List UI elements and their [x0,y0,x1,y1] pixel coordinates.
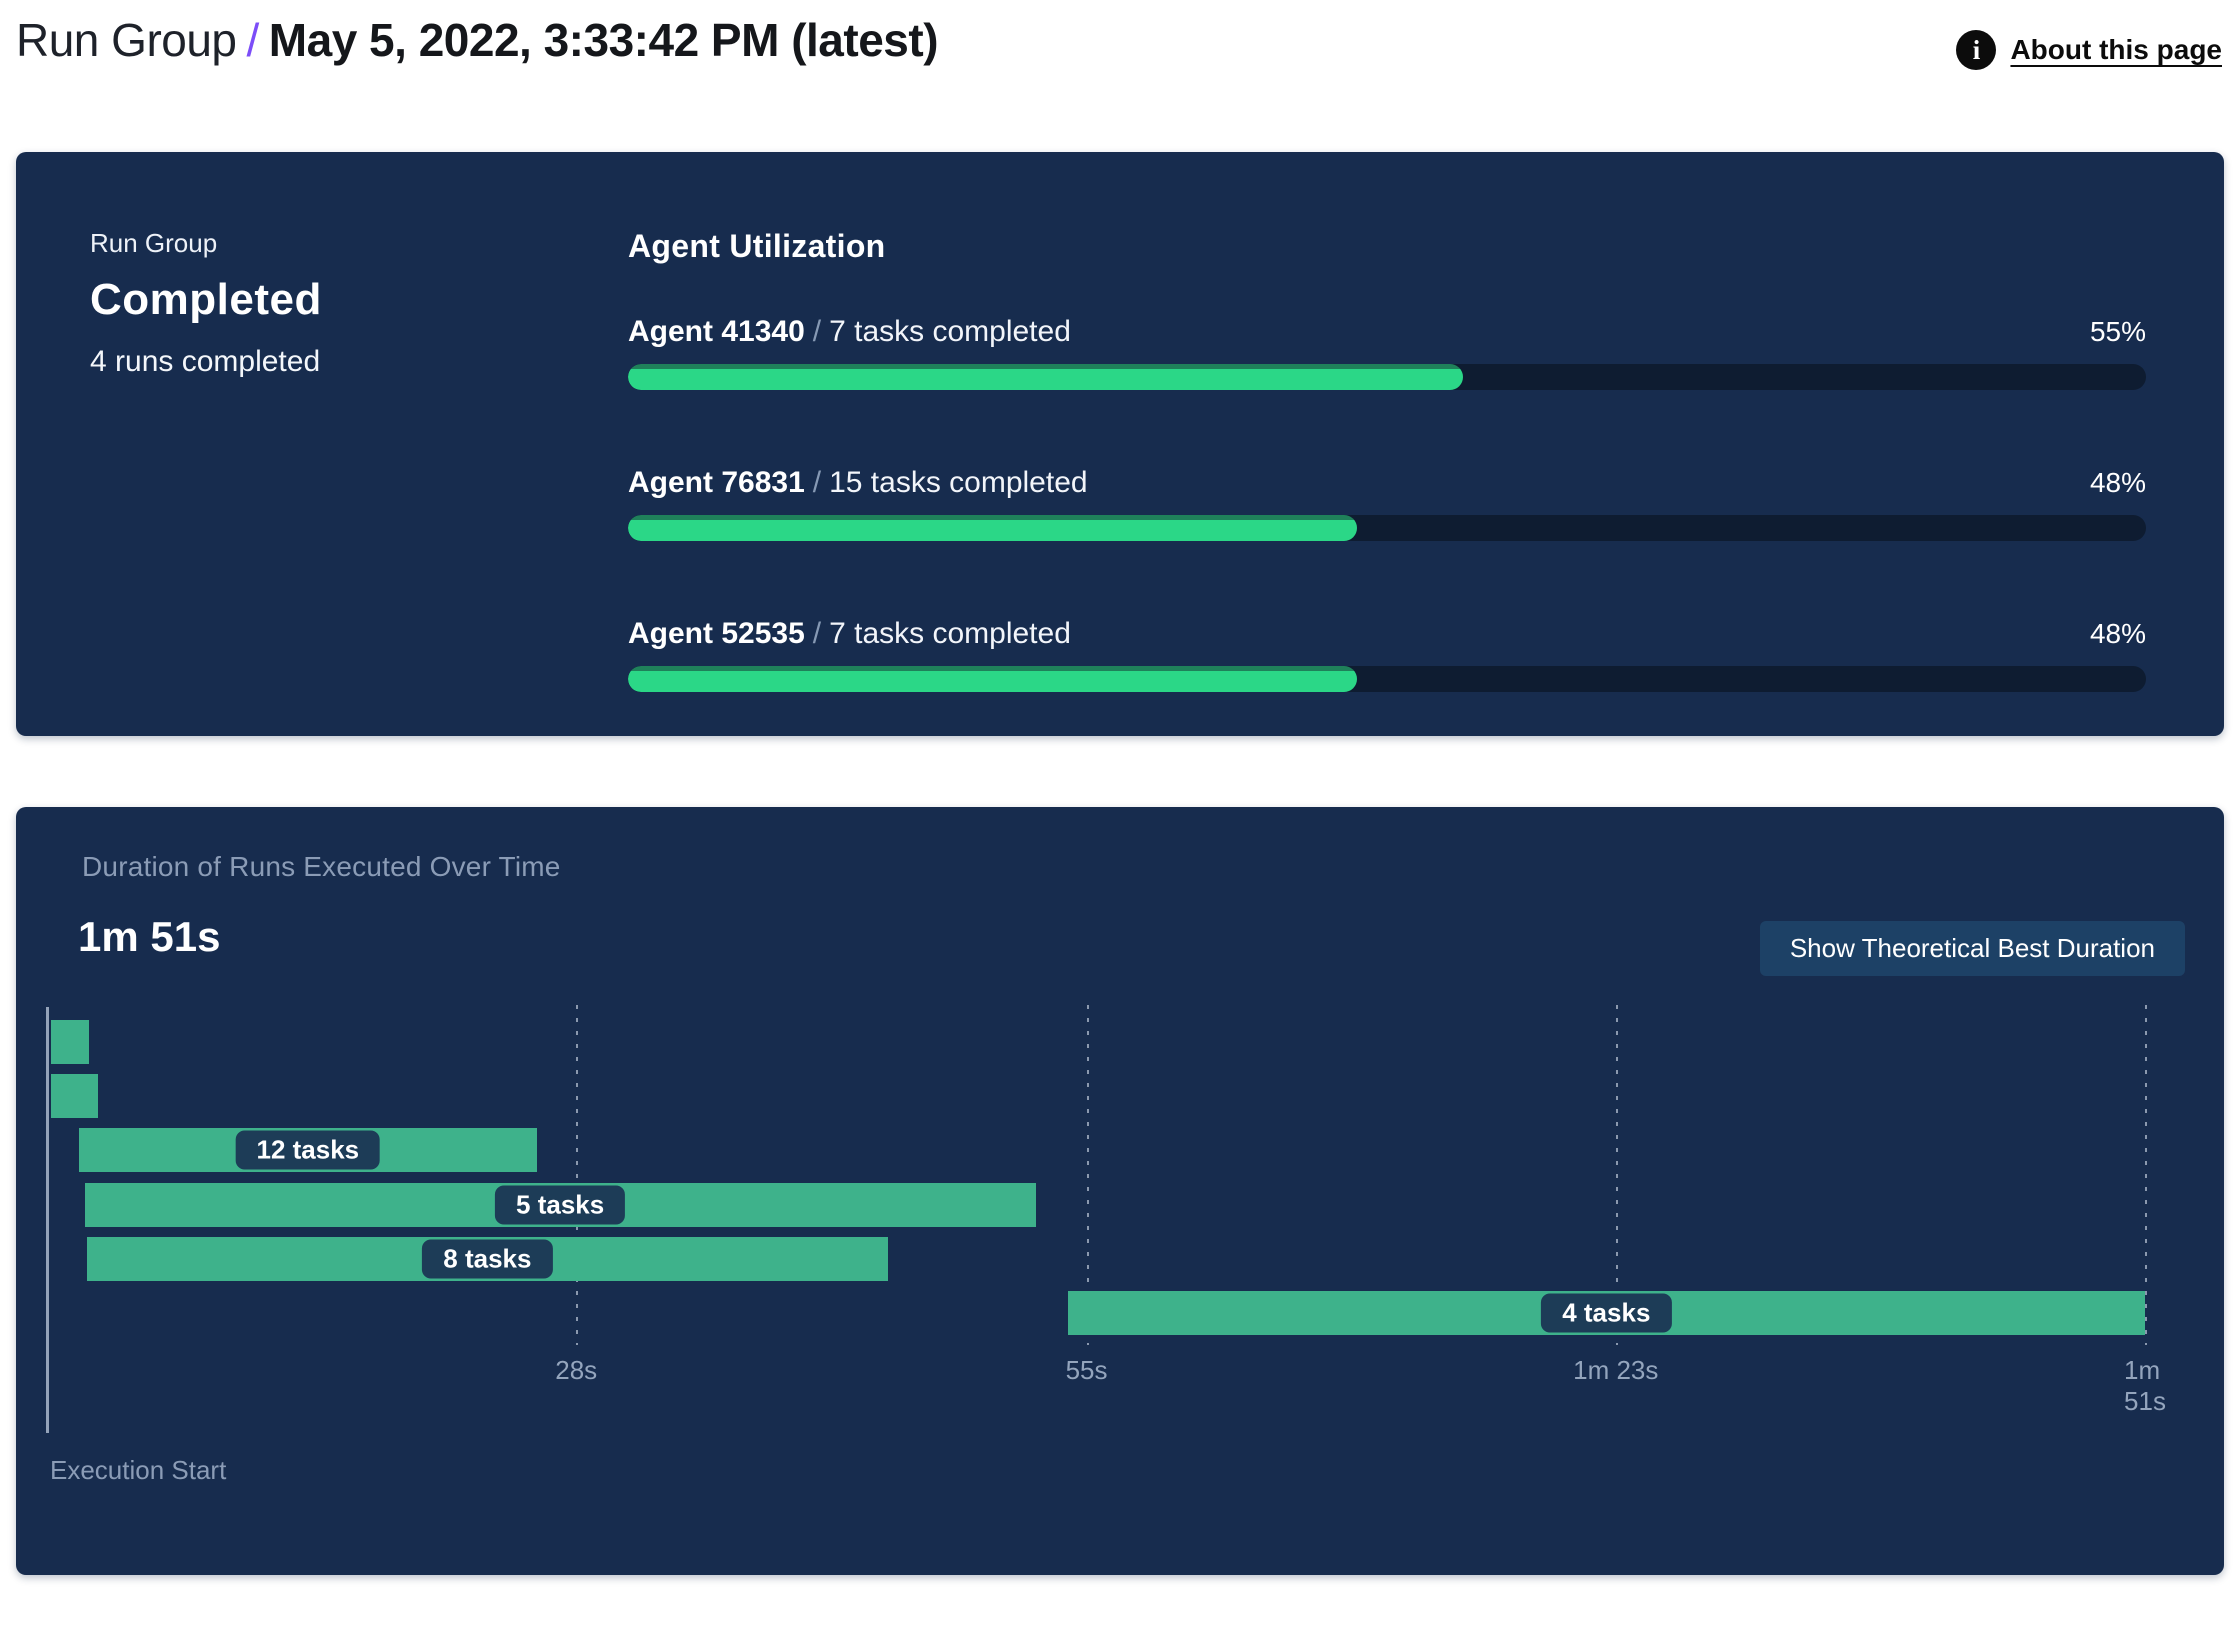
agent-progress-fill [628,515,1357,541]
chart-gridline [1086,1005,1089,1345]
duration-gantt-chart: 28s 55s 1m 23s 1m 51s 12 tasks 5 tasks 8 tasks… [46,1005,2166,1433]
duration-chart-panel: Duration of Runs Executed Over Time 1m 5… [16,807,2224,1575]
agent-utilization-percent: 55% [2089,316,2146,347]
agent-separator: / [812,617,822,650]
agent-tasks-completed: 7 tasks completed [829,617,1071,650]
agent-tasks-completed: 15 tasks completed [829,466,1088,499]
agent-utilization-section: Agent Utilization Agent 41340/7 tasks co… [628,228,2146,736]
agent-progress-fill [628,364,1463,390]
agent-row: Agent 76831/15 tasks completed 48% [628,466,2146,541]
agent-progress-track [628,666,2146,692]
run-duration-bar[interactable]: 5 tasks [84,1182,1036,1227]
run-group-summary: Run Group Completed 4 runs completed [90,228,628,736]
chart-gridline [2145,1005,2147,1345]
agent-utilization-percent: 48% [2089,618,2146,649]
agent-progress-track [628,364,2146,390]
about-this-page-link[interactable]: i About this page [1956,30,2222,70]
task-count-badge: 4 tasks [1541,1293,1672,1333]
duration-chart-title: Duration of Runs Executed Over Time [82,851,561,882]
run-duration-bar[interactable]: 4 tasks [1067,1291,2145,1335]
agent-row: Agent 52535/7 tasks completed 48% [628,617,2146,692]
chart-gridline [1615,1005,1618,1345]
page-title: Run Group / May 5, 2022, 3:33:42 PM (lates… [16,8,939,72]
task-count-badge: 8 tasks [422,1239,553,1279]
agent-utilization-percent: 48% [2089,467,2146,498]
run-group-summary-panel: Run Group Completed 4 runs completed Age… [16,152,2224,736]
agent-separator: / [812,466,822,499]
total-duration: 1m 51s [78,913,221,960]
runs-completed-count: 4 runs completed [90,345,321,378]
run-duration-bar[interactable]: 8 tasks [86,1236,889,1281]
x-axis-tick-label: 1m 51s [2124,1355,2166,1416]
x-axis-tick-label: 1m 23s [1573,1355,1659,1385]
execution-start-axis-line [46,1007,49,1433]
agent-utilization-title: Agent Utilization [628,228,886,264]
page-header: Run Group / May 5, 2022, 3:33:42 PM (lates… [16,8,2222,72]
about-this-page-label: About this page [2010,34,2222,65]
agent-name: Agent 52535 [628,617,805,650]
breadcrumb: Run Group [16,14,237,66]
agent-label: Agent 52535/7 tasks completed [628,617,1071,651]
run-duration-bar[interactable] [50,1074,99,1119]
summary-label: Run Group [90,228,218,258]
run-group-title: May 5, 2022, 3:33:42 PM (latest) [268,14,939,66]
agent-row-header: Agent 76831/15 tasks completed 48% [628,466,2146,500]
agent-row-header: Agent 52535/7 tasks completed 48% [628,617,2146,651]
status-text: Completed [90,275,322,324]
agent-name: Agent 41340 [628,315,805,348]
breadcrumb-separator: / [246,14,260,66]
task-count-badge: 5 tasks [495,1185,626,1225]
agent-tasks-completed: 7 tasks completed [829,315,1071,348]
show-theoretical-best-duration-button[interactable]: Show Theoretical Best Duration [1759,921,2185,976]
chart-gridline [576,1005,579,1345]
agent-row: Agent 41340/7 tasks completed 55% [628,315,2146,390]
agent-row-header: Agent 41340/7 tasks completed 55% [628,315,2146,349]
run-duration-bar[interactable] [50,1020,89,1064]
x-axis-tick-label: 28s [555,1355,598,1385]
x-axis-tick-label: 55s [1065,1355,1108,1385]
info-icon: i [1956,30,1997,70]
run-duration-bar[interactable]: 12 tasks [79,1128,537,1173]
agent-name: Agent 76831 [628,466,805,499]
task-count-badge: 12 tasks [235,1130,381,1170]
agent-separator: / [812,315,822,348]
agent-label: Agent 41340/7 tasks completed [628,315,1071,349]
agent-progress-fill [628,666,1357,692]
agent-progress-track [628,515,2146,541]
agent-label: Agent 76831/15 tasks completed [628,466,1088,500]
execution-start-label: Execution Start [50,1455,227,1485]
